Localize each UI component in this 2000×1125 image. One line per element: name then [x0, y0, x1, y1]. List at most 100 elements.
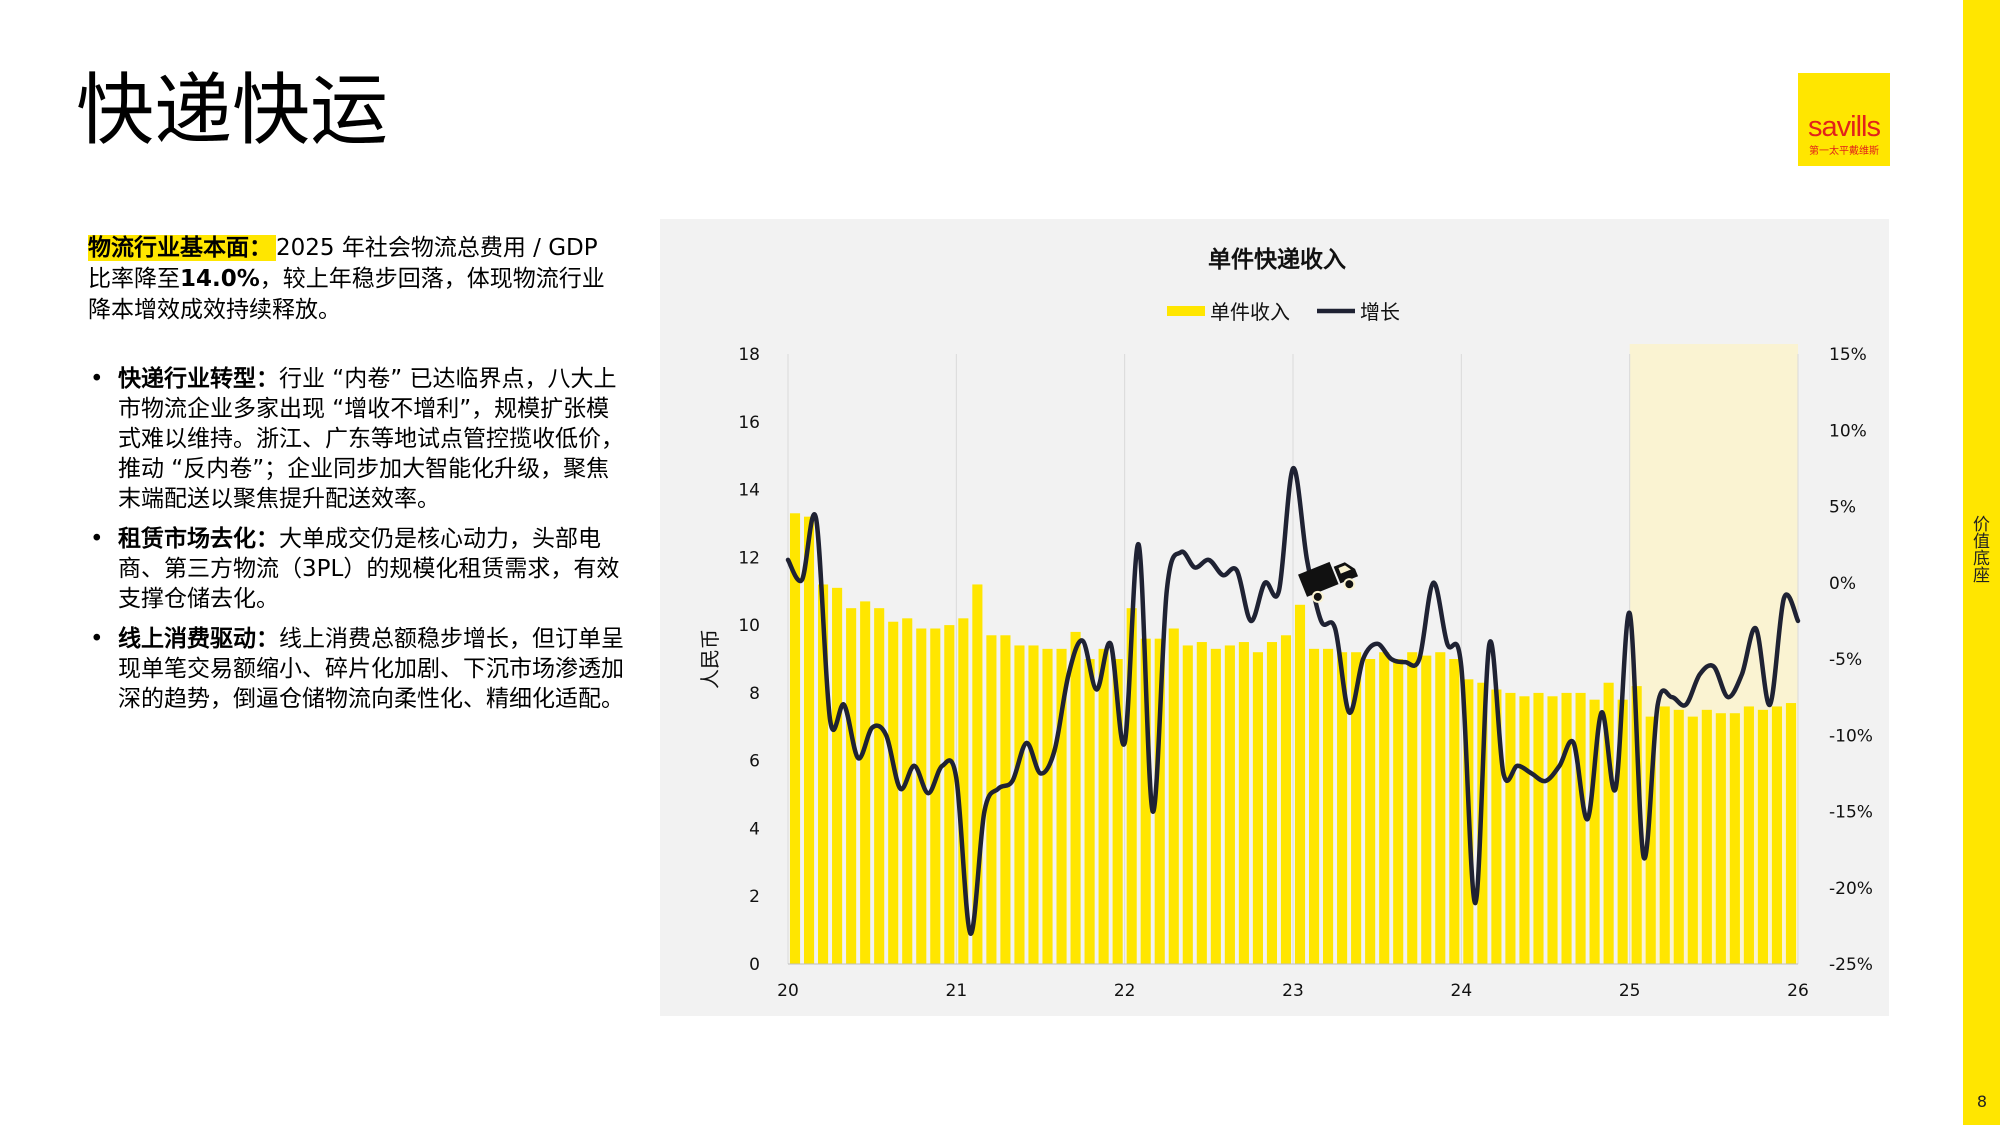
revenue-bar	[1280, 635, 1292, 964]
revenue-bar	[1266, 642, 1278, 964]
chart-title: 单件快递收入	[1208, 246, 1346, 273]
revenue-bar	[1182, 645, 1193, 964]
y2-tick-label: 15%	[1829, 345, 1867, 365]
revenue-bar	[1547, 696, 1558, 964]
x-tick-label: 22	[1114, 981, 1136, 1001]
truck-wheel	[1311, 590, 1324, 603]
revenue-bar	[972, 584, 983, 964]
revenue-bar	[1561, 692, 1572, 964]
revenue-bar	[1000, 635, 1011, 964]
revenue-bar	[1337, 652, 1348, 964]
y-axis-label: 人民币	[698, 629, 722, 689]
revenue-bar	[1379, 652, 1390, 964]
revenue-bar	[1140, 638, 1151, 964]
revenue-bar	[1603, 682, 1614, 964]
x-tick-label: 23	[1282, 981, 1304, 1001]
y2-tick-label: 0%	[1829, 574, 1856, 594]
bullet-list: 快递行业转型：行业 “内卷” 已达临界点，八大上市物流企业多家出现 “增收不增利…	[88, 364, 628, 724]
bullet-label: 线上消费驱动：	[118, 626, 279, 652]
revenue-bar	[1575, 692, 1586, 964]
truck-icon	[1298, 561, 1359, 603]
revenue-bar	[1435, 652, 1446, 964]
intro-bold-value: 14.0%	[180, 266, 260, 292]
right-accent-bar	[1963, 0, 2000, 1125]
logo-subtitle: 第一太平戴维斯	[1809, 146, 1879, 157]
x-tick-label: 25	[1619, 981, 1641, 1001]
chart-legend: 单件收入 增长	[1167, 300, 1400, 324]
bullet-text: 线上消费总额稳步增长，但订单呈现单笔交易额缩小、碎片化加剧、下沉市场渗透加深的趋…	[118, 626, 624, 712]
y-tick-label: 0	[749, 955, 760, 975]
revenue-bar	[986, 635, 997, 964]
savills-logo: savills 第一太平戴维斯	[1798, 73, 1890, 166]
revenue-bar	[1407, 652, 1418, 964]
y2-tick-label: -10%	[1829, 726, 1873, 746]
y2-tick-label: 10%	[1829, 421, 1867, 441]
intro-text-before: 2025 年社会物流总费用 / GDP 比率降至	[88, 235, 598, 292]
revenue-bar	[1533, 692, 1544, 964]
x-tick-label: 24	[1451, 981, 1473, 1001]
y-tick-label: 2	[749, 887, 760, 907]
chart-panel: 0 2 4 6 8 10 12 14 16 18 -25% -20% -15% -10% -5% 0% 5% 1…	[660, 219, 1889, 1016]
y-axis-ticks: 0 2 4 6 8 10 12 14 16 18	[738, 345, 760, 975]
revenue-bar	[1098, 648, 1109, 964]
y-tick-label: 14	[738, 481, 760, 501]
revenue-bar	[1323, 648, 1334, 964]
revenue-bar	[846, 608, 857, 964]
y2-tick-label: -5%	[1829, 650, 1862, 670]
revenue-bar	[1589, 699, 1600, 964]
revenue-bar	[1771, 706, 1783, 964]
revenue-bar	[1617, 699, 1628, 964]
page-number: 8	[1976, 1092, 1988, 1111]
truck-wheel	[1343, 578, 1356, 591]
bullet-item: 快递行业转型：行业 “内卷” 已达临界点，八大上市物流企业多家出现 “增收不增利…	[88, 364, 628, 514]
revenue-bar	[1252, 652, 1263, 964]
y2-tick-label: 5%	[1829, 498, 1856, 518]
y2-tick-label: -15%	[1829, 803, 1873, 823]
truck-window	[1338, 565, 1351, 574]
y2-axis-ticks: -25% -20% -15% -10% -5% 0% 5% 10% 15%	[1829, 345, 1873, 975]
revenue-bar	[1056, 648, 1067, 964]
revenue-bar	[958, 618, 969, 964]
revenue-bar	[1491, 689, 1502, 964]
bullet-item: 线上消费驱动：线上消费总额稳步增长，但订单呈现单笔交易额缩小、碎片化加剧、下沉市…	[88, 624, 628, 714]
revenue-bar	[1729, 713, 1740, 964]
revenue-bar	[818, 584, 829, 964]
revenue-bar	[1505, 692, 1516, 964]
revenue-bar	[1294, 604, 1306, 964]
revenue-bar	[832, 587, 843, 964]
bullet-text: 大单成交仍是核心动力，头部电商、第三方物流（3PL）的规模化租赁需求，有效支撑仓…	[118, 526, 620, 612]
y-tick-label: 10	[738, 616, 760, 636]
y-tick-label: 8	[749, 684, 760, 704]
revenue-bar	[789, 513, 801, 964]
revenue-bar	[1645, 716, 1656, 964]
revenue-bar	[1757, 709, 1768, 964]
revenue-bar	[1028, 645, 1039, 964]
bullet-label: 快递行业转型：	[118, 366, 279, 392]
y-tick-label: 4	[749, 819, 760, 839]
legend-line-label: 增长	[1360, 300, 1400, 324]
revenue-bar	[1042, 648, 1053, 964]
revenue-bar	[1743, 706, 1754, 964]
revenue-bar	[860, 601, 871, 964]
revenue-bar	[1701, 709, 1712, 964]
revenue-bar	[1519, 696, 1530, 964]
bullet-text: 行业 “内卷” 已达临界点，八大上市物流企业多家出现 “增收不增利”，规模扩张模…	[118, 366, 624, 512]
revenue-bar	[1014, 645, 1025, 964]
revenue-bar	[1393, 659, 1404, 964]
revenue-bar	[1421, 655, 1432, 964]
bullet-label: 租赁市场去化：	[118, 526, 279, 552]
revenue-bar	[1238, 642, 1249, 964]
bullet-item: 租赁市场去化：大单成交仍是核心动力，头部电商、第三方物流（3PL）的规模化租赁需…	[88, 524, 628, 614]
revenue-bar	[1126, 608, 1137, 964]
y-tick-label: 18	[738, 345, 760, 365]
intro-label: 物流行业基本面：	[88, 235, 276, 261]
revenue-bar	[1365, 659, 1376, 964]
x-axis-ticks: 20 21 22 23 24 25 26	[777, 981, 1809, 1001]
revenue-bar	[803, 516, 815, 964]
y2-tick-label: -20%	[1829, 879, 1873, 899]
revenue-bar	[1351, 652, 1362, 964]
revenue-bar	[916, 628, 927, 964]
revenue-bar	[1224, 645, 1235, 964]
intro-text-after: ，较上年稳步回落，体现物流行业降本增效成效持续释放。	[88, 266, 605, 323]
